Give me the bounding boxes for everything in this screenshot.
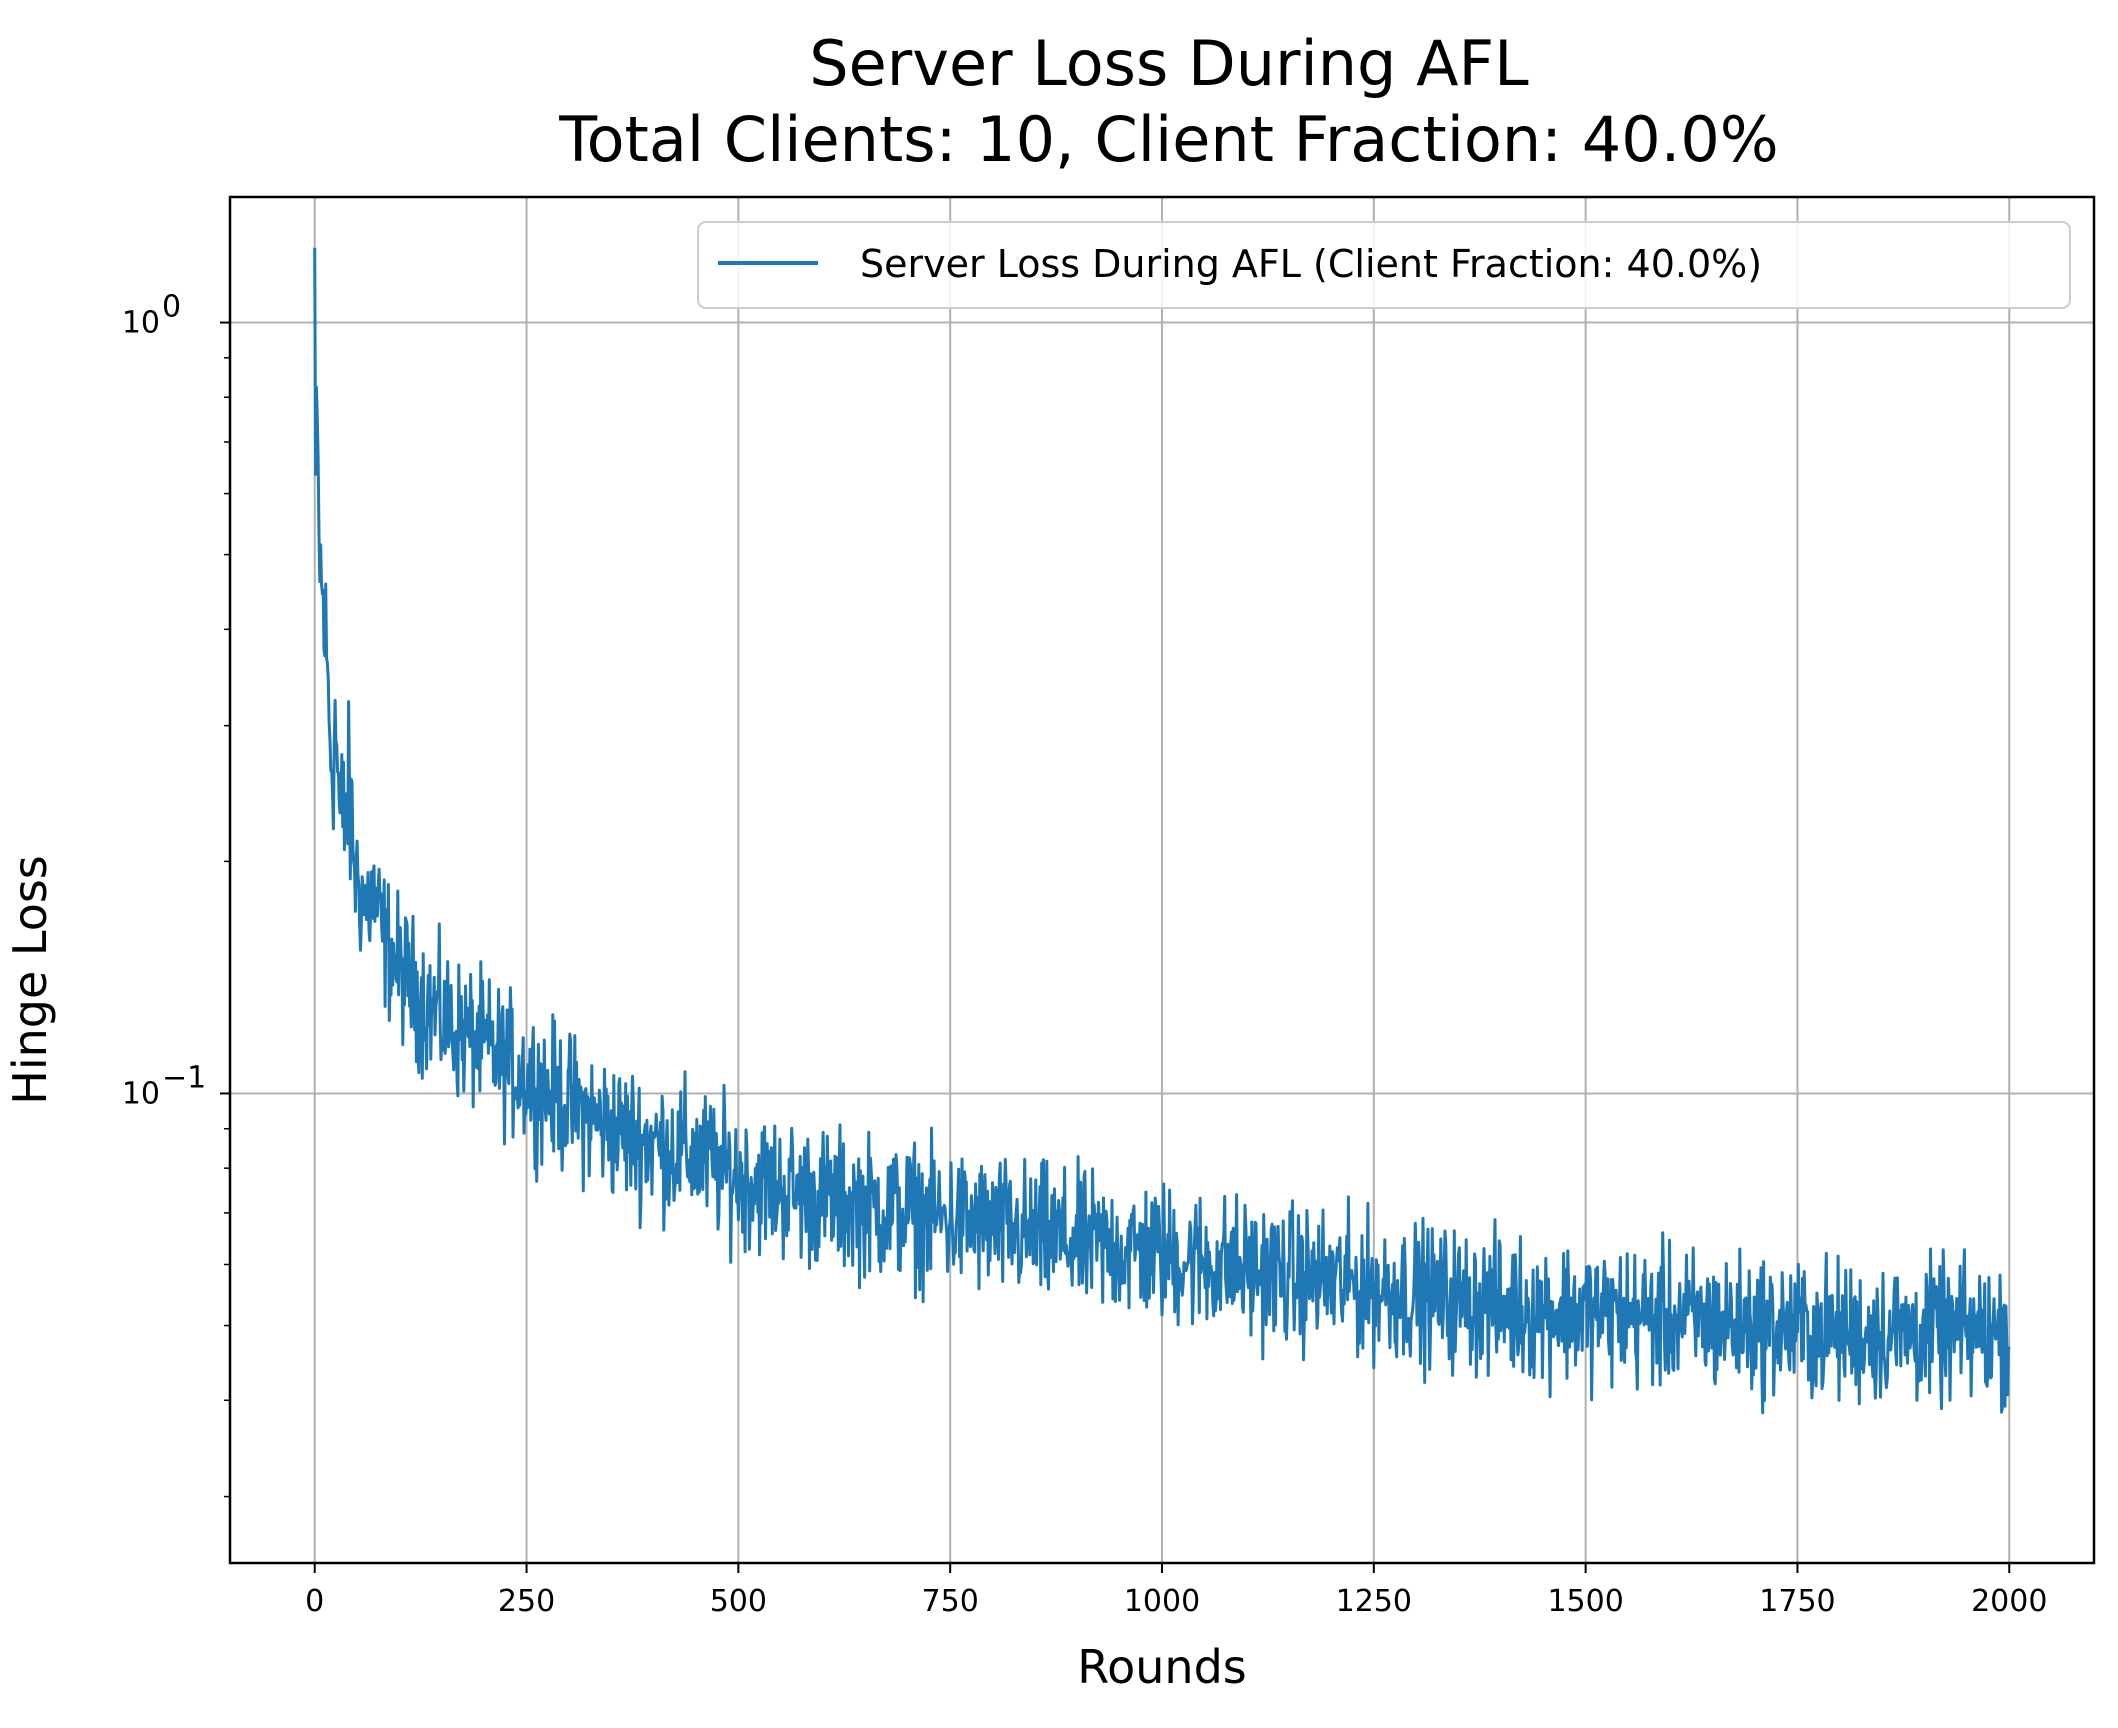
chart-title: Server Loss During AFL bbox=[809, 27, 1529, 100]
x-tick-label: 500 bbox=[710, 1584, 767, 1619]
legend-box bbox=[697, 221, 2071, 309]
x-axis-label: Rounds bbox=[1077, 1640, 1247, 1694]
x-tick-label: 750 bbox=[922, 1584, 979, 1619]
y-tick-exponent: −1 bbox=[162, 1060, 206, 1095]
legend: Server Loss During AFL (Client Fraction:… bbox=[697, 221, 2071, 309]
legend-label: Server Loss During AFL (Client Fraction:… bbox=[860, 242, 1762, 286]
series-line bbox=[313, 247, 2011, 1415]
y-axis-label: Hinge Loss bbox=[3, 855, 57, 1105]
y-tick-label: 10 bbox=[122, 306, 160, 341]
x-tick-label: 1250 bbox=[1336, 1584, 1412, 1619]
x-tick-label: 1000 bbox=[1124, 1584, 1200, 1619]
x-tick-label: 250 bbox=[498, 1584, 555, 1619]
x-tick-label: 0 bbox=[305, 1584, 324, 1619]
y-tick-label: 10 bbox=[122, 1076, 160, 1111]
x-tick-label: 1500 bbox=[1547, 1584, 1623, 1619]
y-tick-exponent: 0 bbox=[162, 290, 181, 325]
chart-subtitle: Total Clients: 10, Client Fraction: 40.0… bbox=[559, 103, 1779, 176]
x-tick-label: 2000 bbox=[1971, 1584, 2047, 1619]
series-group bbox=[313, 247, 2011, 1415]
x-tick-label: 1750 bbox=[1759, 1584, 1835, 1619]
